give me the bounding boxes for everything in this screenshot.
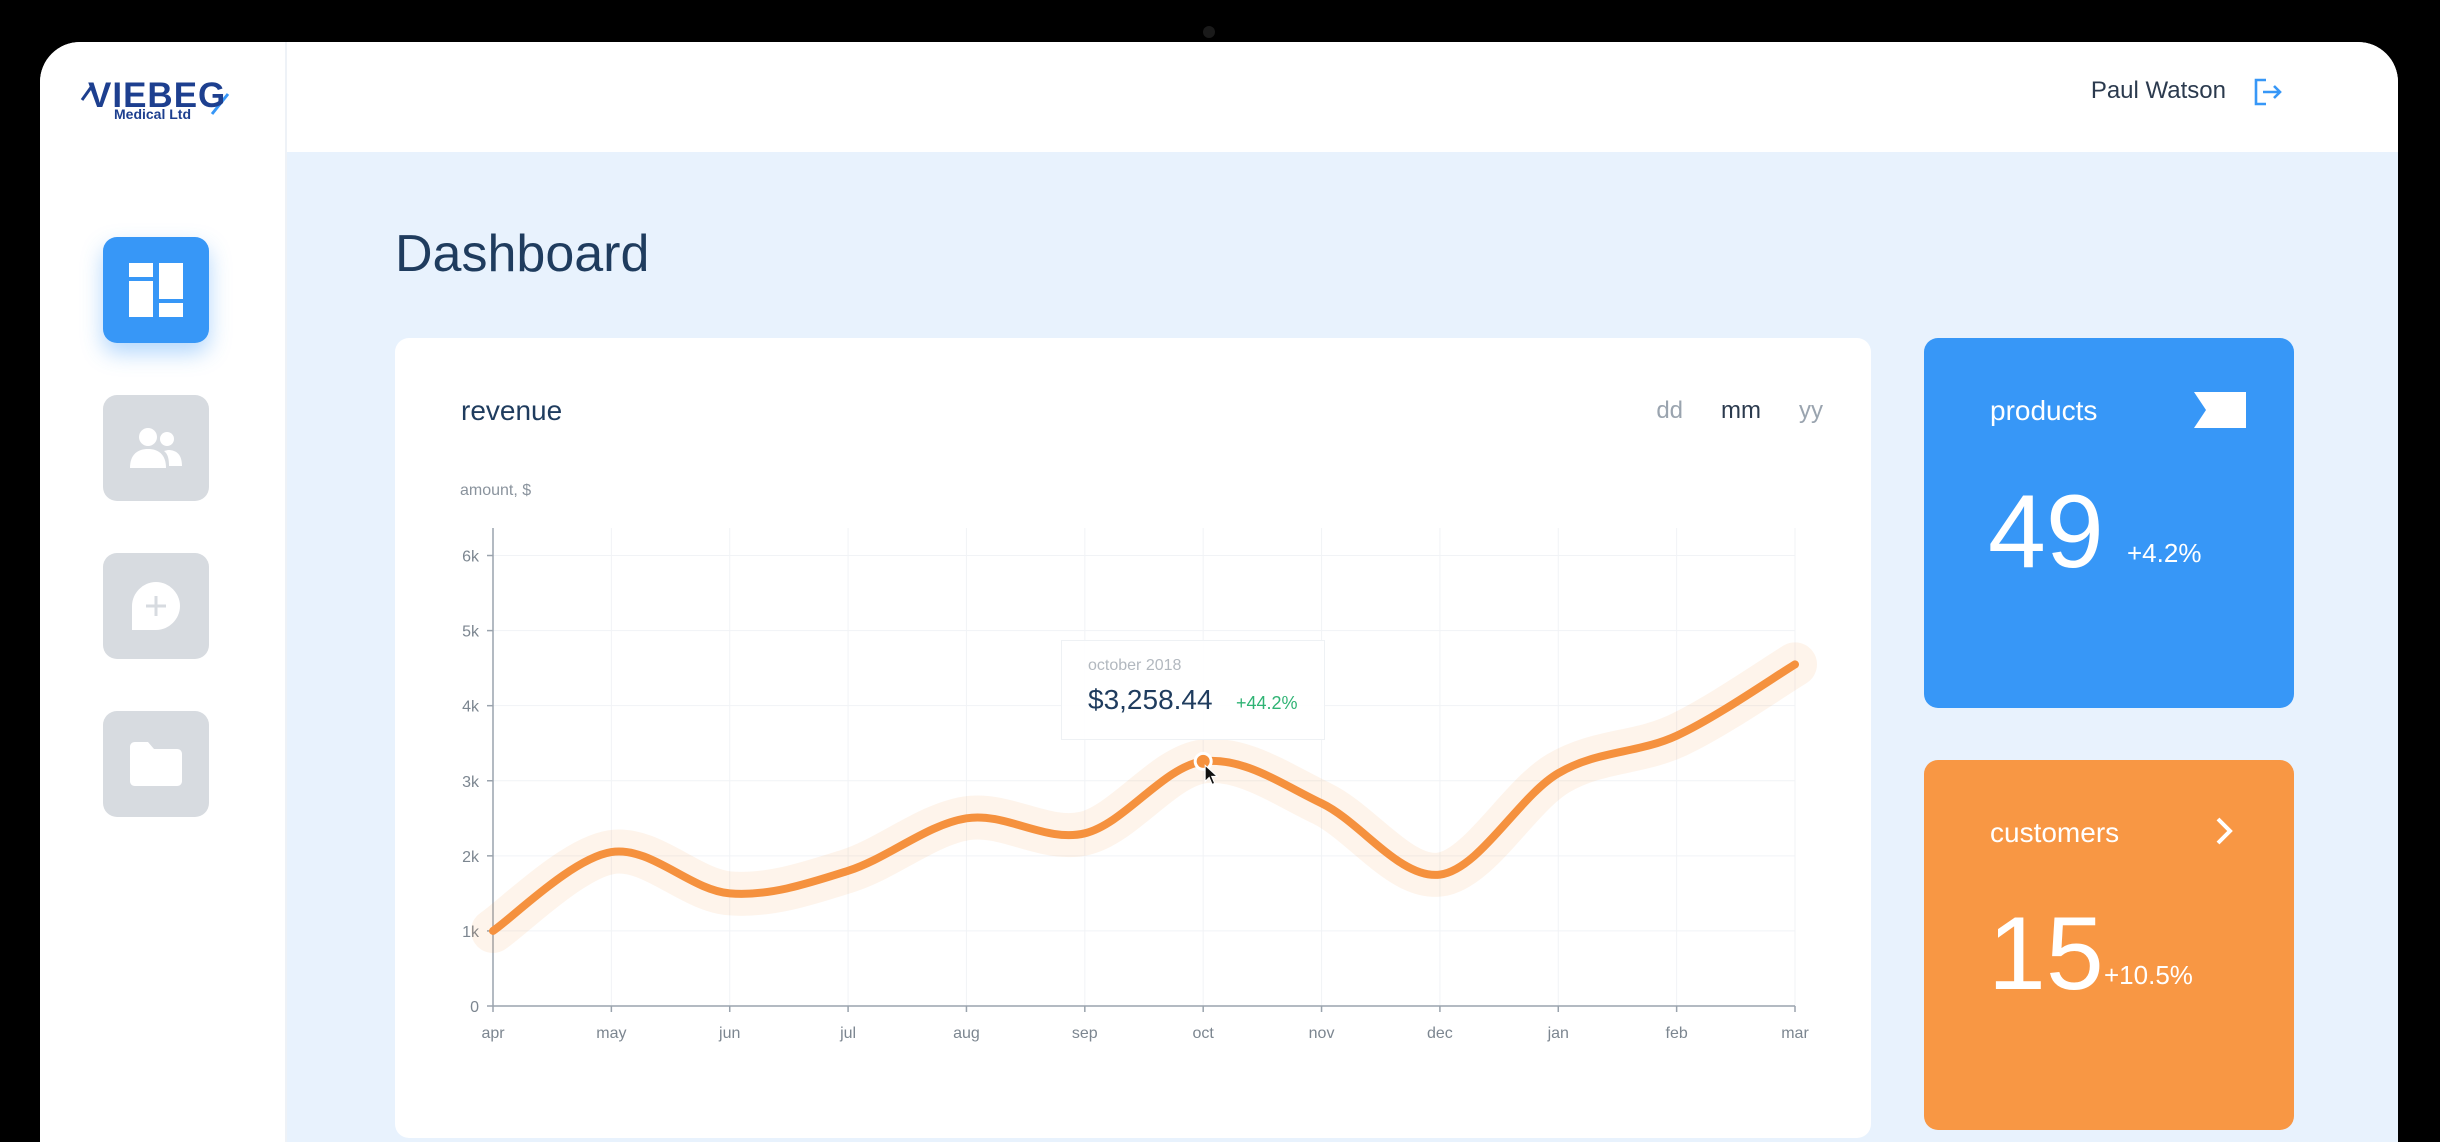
chevron-right-icon[interactable]	[2214, 816, 2234, 846]
y-tick-label: 1k	[462, 924, 480, 941]
data-point[interactable]	[1079, 827, 1091, 839]
folder-icon	[130, 742, 182, 786]
x-tick-label: mar	[1781, 1025, 1809, 1042]
x-tick-label: jun	[718, 1025, 740, 1042]
x-tick-label: may	[596, 1025, 626, 1042]
sidebar: VIEBEG Medical Ltd	[40, 42, 287, 1142]
x-tick-label: aug	[953, 1025, 980, 1042]
data-point[interactable]	[842, 865, 854, 877]
data-point[interactable]	[724, 887, 736, 899]
x-tick-label: jul	[839, 1025, 856, 1042]
x-tick-label: apr	[481, 1025, 505, 1042]
revenue-chart[interactable]: 0 1k 2k 3k 4k 5k 6k apr may jun jul aug sep oct nov dec…	[395, 338, 1871, 1138]
logo-swoosh-icon	[80, 85, 230, 115]
tooltip-value: $3,258.44	[1088, 684, 1213, 715]
period-yy[interactable]: yy	[1799, 397, 1823, 424]
products-card[interactable]: products 49 +4.2%	[1924, 338, 2294, 708]
data-point[interactable]	[605, 846, 617, 858]
x-tick-label: oct	[1193, 1025, 1215, 1042]
app-window: VIEBEG Medical Ltd	[40, 42, 2398, 1142]
x-tick-label: dec	[1427, 1025, 1453, 1042]
revenue-title: revenue	[461, 395, 563, 426]
sidebar-item-dashboard[interactable]	[103, 237, 209, 343]
customers-title: customers	[1990, 817, 2120, 848]
products-value: 49	[1988, 474, 2104, 590]
logo-subtext: Medical Ltd	[114, 106, 192, 122]
x-tick-label: sep	[1072, 1025, 1098, 1042]
products-title: products	[1990, 395, 2098, 426]
highlighted-data-point[interactable]	[1193, 751, 1213, 771]
y-tick-label: 2k	[462, 849, 480, 866]
y-tick-label: 3k	[462, 774, 480, 791]
period-switcher: dd mm yy	[1656, 394, 1823, 428]
user-name[interactable]: Paul Watson	[2090, 77, 2226, 104]
logo-text: VIEBEG	[88, 76, 227, 115]
sidebar-item-files[interactable]	[103, 711, 209, 817]
data-point[interactable]	[487, 925, 499, 937]
dashboard-icon	[129, 263, 183, 317]
data-point[interactable]	[1789, 658, 1801, 670]
page-title: Dashboard	[395, 225, 650, 283]
y-axis-unit: amount, $	[460, 482, 532, 499]
data-point[interactable]	[960, 812, 972, 824]
data-point[interactable]	[1316, 797, 1328, 809]
y-tick-label: 6k	[462, 549, 480, 566]
data-point[interactable]	[1671, 730, 1683, 742]
sidebar-item-messages[interactable]	[103, 553, 209, 659]
x-tick-label: nov	[1309, 1025, 1335, 1042]
y-tick-label: 4k	[462, 699, 480, 716]
customers-change: +10.5%	[2104, 960, 2193, 990]
tooltip-change: +44.2%	[1236, 693, 1298, 713]
period-dd[interactable]: dd	[1656, 397, 1684, 424]
sidebar-item-users[interactable]	[103, 395, 209, 501]
device-camera	[1203, 26, 1215, 38]
revenue-card: revenue dd mm yy amount, $ 0 1k 2k 3k 4k 5k 6k…	[395, 338, 1871, 1138]
add-message-icon	[132, 582, 180, 630]
tooltip-date: october 2018	[1088, 657, 1182, 674]
customers-value: 15	[1988, 896, 2104, 1012]
x-tick-label: jan	[1547, 1025, 1569, 1042]
customers-card[interactable]: customers 15 +10.5%	[1924, 760, 2294, 1130]
y-tick-label: 0	[470, 999, 479, 1016]
users-icon	[130, 428, 182, 468]
mouse-cursor-icon	[1204, 764, 1219, 786]
products-change: +4.2%	[2127, 538, 2202, 568]
data-point[interactable]	[1552, 767, 1564, 779]
top-bar: Paul Watson	[287, 42, 2398, 152]
main-content: Dashboard revenue dd mm yy amount, $ 0 1k…	[287, 152, 2398, 1142]
flag-icon[interactable]	[2194, 392, 2246, 428]
revenue-line[interactable]	[489, 660, 1799, 935]
data-point[interactable]	[1434, 869, 1446, 881]
logo[interactable]: VIEBEG Medical Ltd	[80, 76, 230, 122]
y-tick-label: 5k	[462, 624, 480, 641]
period-mm[interactable]: mm	[1721, 397, 1761, 424]
x-tick-label: feb	[1666, 1025, 1688, 1042]
chart-tooltip: october 2018 $3,258.44 +44.2%	[1061, 640, 1325, 740]
logout-icon[interactable]	[2252, 76, 2284, 108]
